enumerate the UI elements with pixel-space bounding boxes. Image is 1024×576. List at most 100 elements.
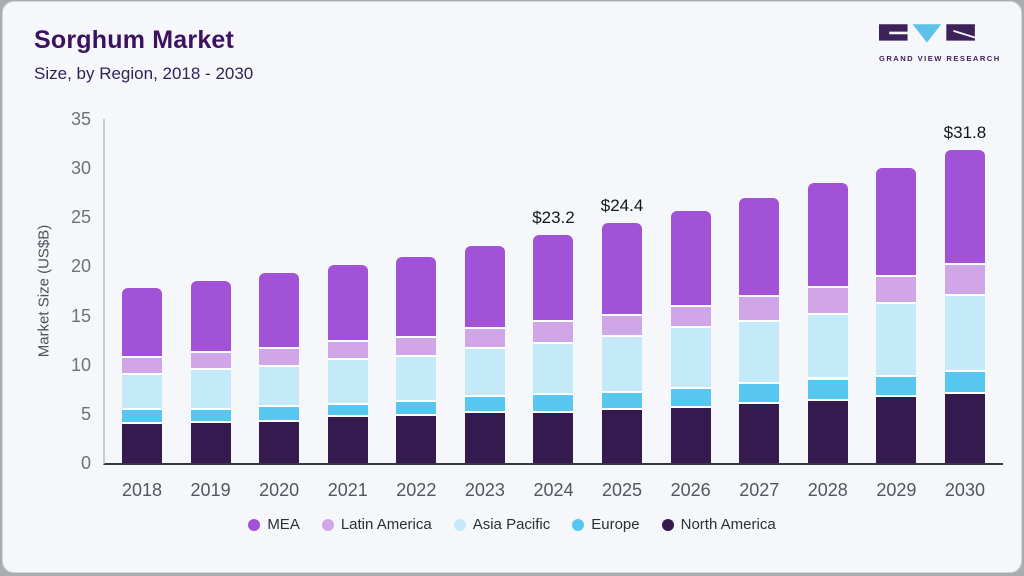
- bar-segment-north-america-2018: [122, 423, 162, 463]
- bar-segment-mea-2023: [464, 245, 505, 330]
- x-axis-label-2025: 2025: [602, 480, 643, 500]
- bar-segment-latin-america-2026: [670, 306, 711, 329]
- y-tick-label-5: 5: [80, 403, 91, 424]
- bar-segment-europe-2028: [807, 379, 848, 402]
- bar-value-label-2030: $31.8: [943, 123, 987, 143]
- bar-segment-asia-pacific-2028: [807, 314, 848, 380]
- bar-segment-asia-pacific-2029: [876, 303, 917, 377]
- x-axis-label-2027: 2027: [739, 480, 780, 500]
- y-tick-label-15: 15: [70, 305, 91, 326]
- bar-segment-asia-pacific-2023: [464, 348, 505, 398]
- bar-segment-europe-2020: [259, 407, 300, 422]
- bar-segment-north-america-2026: [670, 408, 711, 463]
- x-axis-label-2024: 2024: [533, 480, 574, 500]
- y-tick-label-30: 30: [70, 158, 91, 179]
- bar-segment-north-america-2022: [396, 415, 437, 463]
- page-title: Sorghum Market: [34, 26, 235, 54]
- legend-item-mea: MEA: [248, 516, 300, 533]
- bar-segment-north-america-2021: [327, 416, 368, 463]
- bar-segment-latin-america-2023: [464, 329, 505, 349]
- legend-label-latin-america: Latin America: [340, 516, 432, 533]
- bar-segment-latin-america-2019: [190, 352, 231, 370]
- legend: MEA Latin America Asia Pacific Europe North …: [3, 516, 1021, 533]
- bar-segment-north-america-2020: [259, 421, 300, 463]
- bar-segment-europe-2023: [464, 397, 505, 413]
- gvr-logo-icon: [879, 24, 976, 43]
- y-tick-label-20: 20: [70, 256, 91, 277]
- bar-segment-mea-2030: [944, 150, 985, 266]
- bar-segment-asia-pacific-2024: [533, 344, 574, 396]
- bar-value-label-2025: $24.4: [600, 196, 644, 216]
- legend-swatch-north-america: [661, 518, 674, 531]
- bar-segment-asia-pacific-2027: [739, 322, 780, 385]
- bar-segment-latin-america-2025: [602, 315, 643, 338]
- bar-segment-mea-2021: [327, 265, 368, 343]
- bar-segment-latin-america-2022: [396, 338, 437, 357]
- bar-segment-mea-2022: [396, 256, 437, 339]
- logo-text: GRAND VIEW RESEARCH: [879, 54, 1001, 63]
- brand-logo: GRAND VIEW RESEARCH: [879, 24, 1001, 63]
- x-axis-label-2030: 2030: [944, 480, 985, 500]
- y-tick-label-0: 0: [80, 453, 91, 473]
- bar-segment-europe-2022: [396, 402, 437, 416]
- x-axis-label-2029: 2029: [876, 480, 917, 500]
- y-tick-label-10: 10: [70, 354, 91, 375]
- page-subtitle: Size, by Region, 2018 - 2030: [34, 64, 254, 83]
- bar-segment-latin-america-2018: [122, 357, 162, 375]
- legend-item-europe: Europe: [572, 516, 640, 533]
- bar-segment-latin-america-2024: [533, 322, 574, 345]
- bar-segment-europe-2027: [739, 384, 780, 405]
- legend-item-asia-pacific: Asia Pacific: [453, 516, 551, 533]
- bar-segment-latin-america-2020: [259, 349, 300, 367]
- bar-segment-europe-2019: [190, 409, 231, 423]
- bar-segment-mea-2025: [602, 223, 643, 316]
- bar-segment-europe-2024: [533, 395, 574, 413]
- bar-segment-asia-pacific-2020: [259, 366, 300, 407]
- x-axis-label-2018: 2018: [121, 480, 163, 500]
- bar-segment-north-america-2019: [190, 422, 231, 463]
- bar-segment-mea-2018: [122, 288, 162, 358]
- bar-segment-mea-2028: [807, 182, 848, 289]
- bar-segment-north-america-2025: [602, 409, 643, 463]
- bar-segment-mea-2026: [670, 211, 711, 307]
- bar-segment-latin-america-2028: [807, 288, 848, 315]
- x-axis-label-2021: 2021: [327, 480, 368, 500]
- legend-label-asia-pacific: Asia Pacific: [472, 516, 551, 533]
- bar-segment-mea-2027: [739, 197, 780, 297]
- legend-swatch-asia-pacific: [453, 518, 466, 531]
- bar-segment-asia-pacific-2021: [327, 359, 368, 406]
- y-axis-title: Market Size (US$B): [35, 224, 53, 358]
- bar-segment-mea-2020: [259, 273, 300, 349]
- bar-segment-asia-pacific-2022: [396, 356, 437, 403]
- bar-segment-north-america-2024: [533, 412, 574, 463]
- bar-segment-mea-2029: [876, 168, 917, 278]
- x-axis-label-2022: 2022: [396, 480, 437, 500]
- plot-area: 0 5 10 15 20 25 30 35 2018 2019 2020 2021 2022 2023 $2…: [71, 109, 1003, 500]
- legend-item-latin-america: Latin America: [321, 516, 432, 533]
- bar-segment-europe-2030: [944, 371, 985, 395]
- bar-segment-latin-america-2030: [944, 265, 985, 296]
- bar-segment-asia-pacific-2019: [190, 369, 231, 410]
- bar-segment-north-america-2029: [876, 397, 917, 463]
- bar-segment-asia-pacific-2018: [122, 374, 162, 410]
- bar-segment-north-america-2023: [464, 412, 505, 463]
- legend-swatch-mea: [248, 518, 261, 531]
- bar-segment-north-america-2028: [807, 401, 848, 463]
- y-tick-label-35: 35: [70, 109, 91, 129]
- x-axis-label-2019: 2019: [190, 480, 231, 500]
- legend-label-north-america: North America: [680, 516, 776, 533]
- bar-segment-north-america-2030: [944, 394, 985, 463]
- bar-segment-asia-pacific-2025: [602, 337, 643, 394]
- bar-segment-asia-pacific-2030: [944, 295, 985, 372]
- bar-segment-europe-2026: [670, 389, 711, 408]
- bar-value-label-2024: $23.2: [532, 207, 575, 227]
- legend-item-north-america: North America: [661, 516, 776, 533]
- bar-segment-europe-2018: [122, 409, 162, 424]
- x-axis-label-2026: 2026: [670, 480, 711, 500]
- bar-segment-latin-america-2027: [739, 296, 780, 323]
- y-tick-label-25: 25: [70, 207, 91, 228]
- legend-label-europe: Europe: [591, 516, 640, 533]
- bar-segment-europe-2029: [876, 376, 917, 398]
- bar-segment-latin-america-2029: [876, 277, 917, 304]
